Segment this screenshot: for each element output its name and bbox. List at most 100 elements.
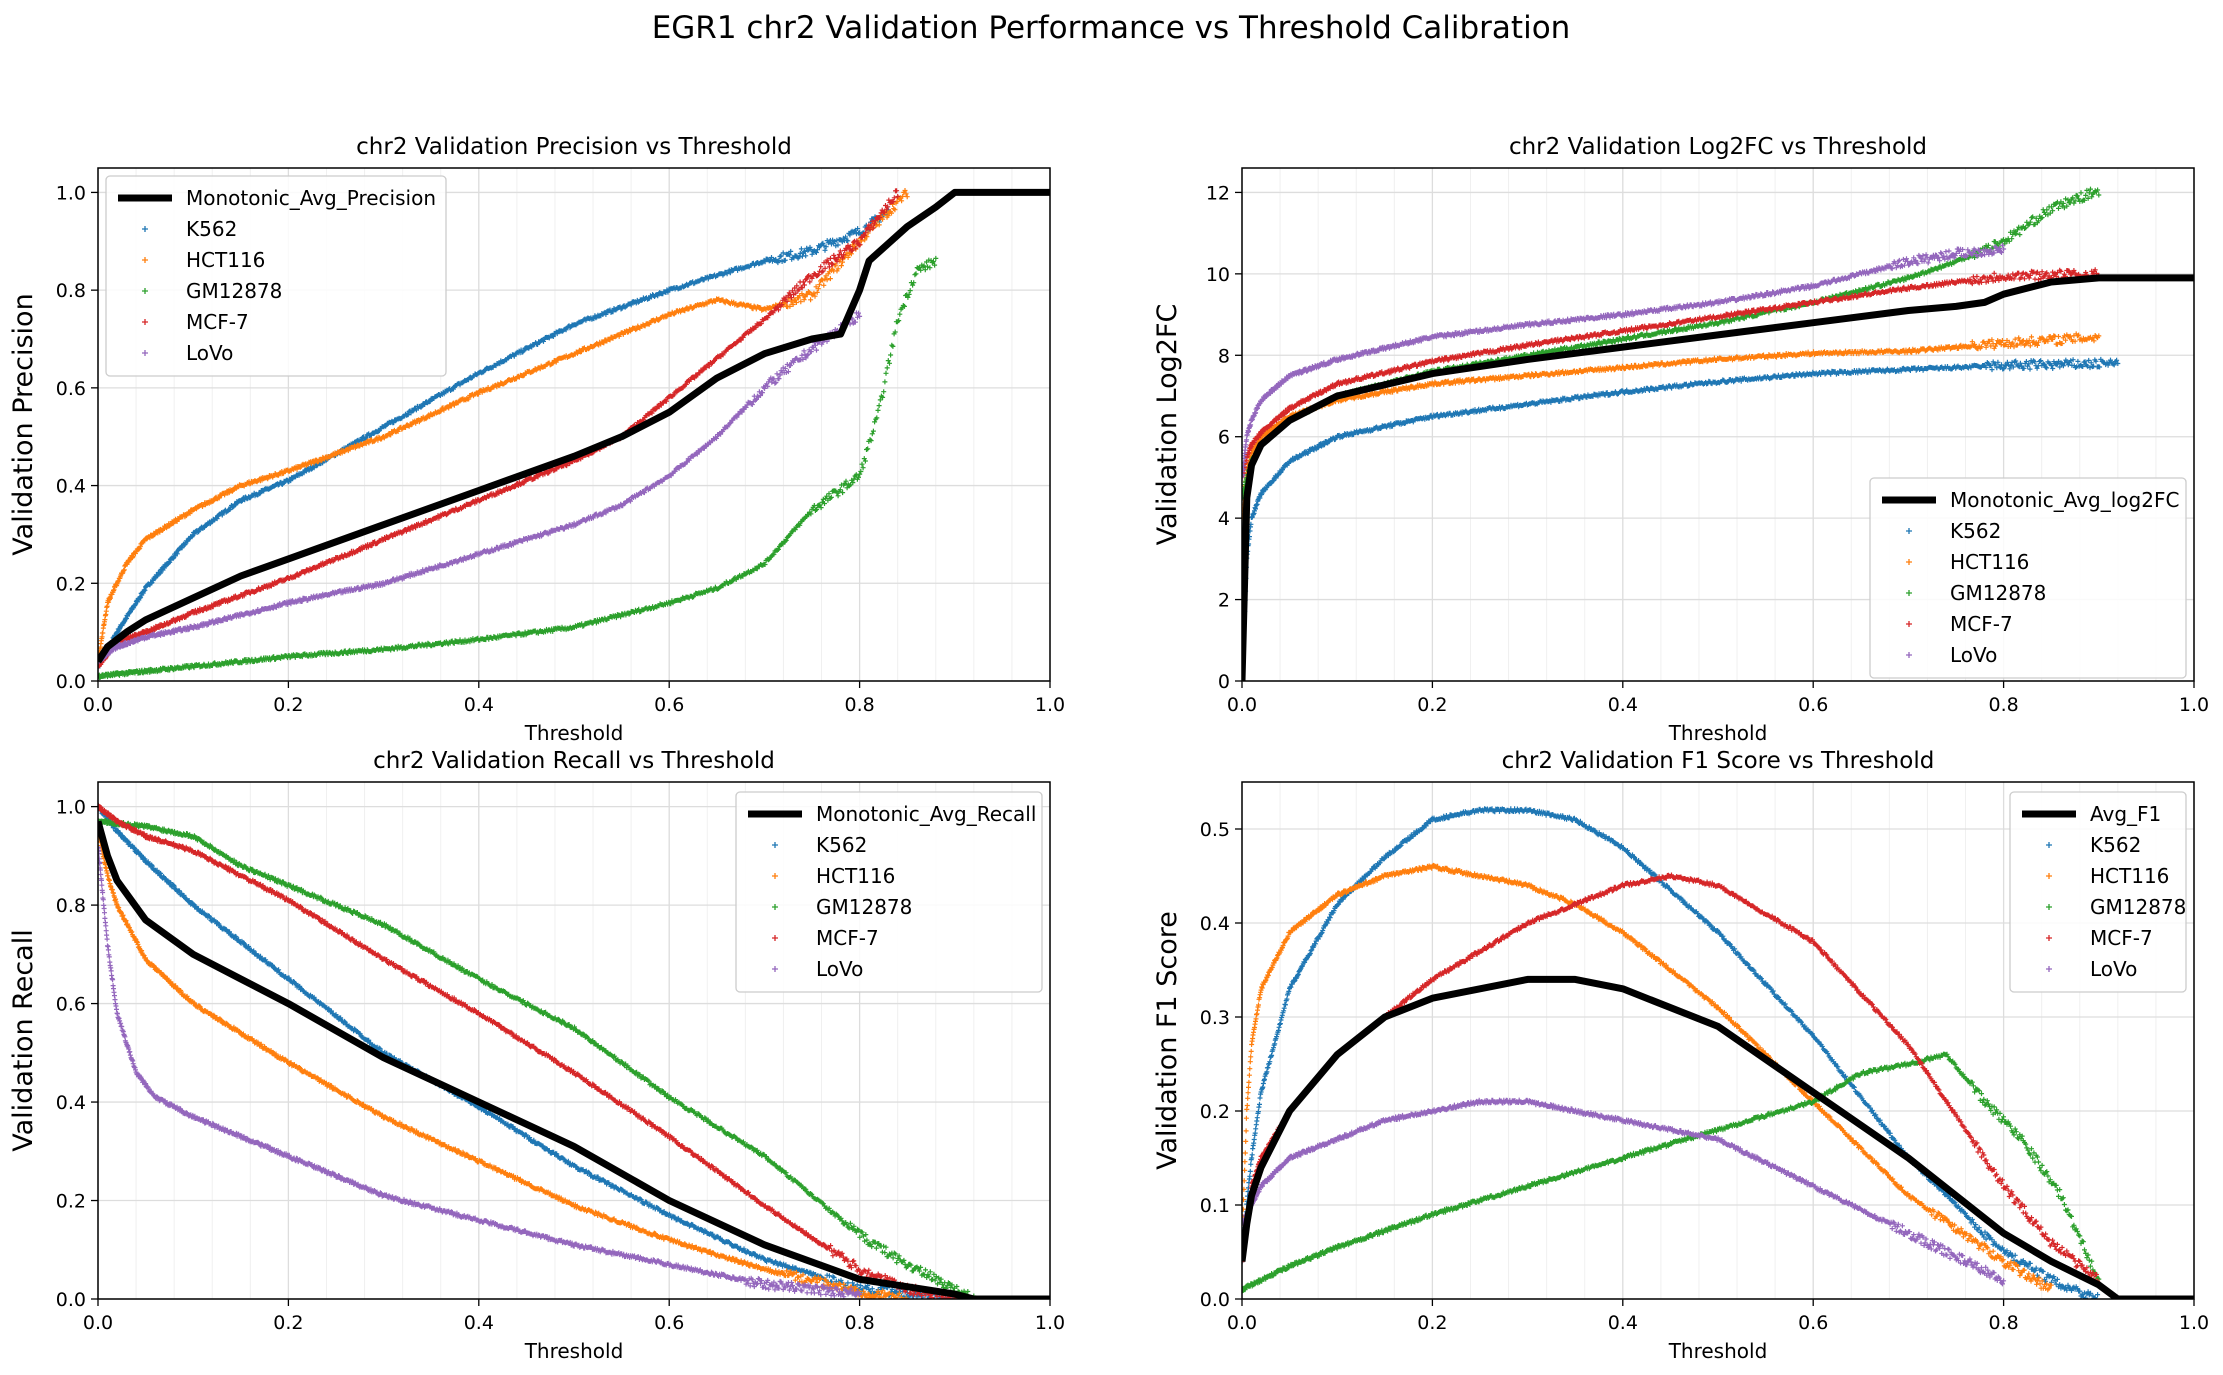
legend-label: MCF-7: [816, 926, 879, 950]
recall-panel: 0.0 0.2 0.4 0.6 0.8 1.0 0.0 0.2 0.4 0.6 0.8 1.0 chr2…: [8, 748, 1065, 1363]
legend-label: GM12878: [2090, 895, 2186, 919]
series-k562: [1242, 356, 2121, 681]
y-tick-label: 0.0: [56, 1289, 86, 1311]
legend-label: K562: [1950, 519, 2001, 543]
legend-marker-swatch: [1906, 590, 1912, 596]
y-tick-label: 0.5: [1200, 819, 1230, 841]
legend-item-mcf-7: MCF-7: [1906, 612, 2013, 636]
series-lovo: [1242, 242, 2007, 480]
legend-marker-swatch: [1906, 559, 1912, 565]
legend-item-gm12878: GM12878: [772, 895, 912, 919]
series-avg-f1: [1242, 975, 2194, 1299]
y-tick-label: 0.0: [56, 671, 86, 693]
x-tick-label: 0.8: [844, 694, 874, 716]
legend-marker-swatch: [2046, 966, 2052, 972]
x-tick-label: 0.4: [1608, 1312, 1638, 1334]
legend-label: MCF-7: [186, 310, 249, 334]
x-tick-label: 0.2: [1417, 694, 1447, 716]
markers-gm12878: [1242, 1051, 2102, 1294]
x-tick-label: 1.0: [1035, 1312, 1065, 1334]
legend-marker-swatch: [772, 904, 778, 910]
series-monotonic-avg-log2fc: [1242, 274, 2194, 681]
legend-marker-swatch: [2046, 935, 2052, 941]
legend-marker-swatch: [1906, 528, 1912, 534]
series-hct116: [1242, 862, 2054, 1293]
legend-item-mcf-7: MCF-7: [772, 926, 879, 950]
series-lovo: [1242, 1097, 2007, 1287]
axes-frame: [97, 167, 1051, 682]
legend-label: LoVo: [186, 341, 233, 365]
plot-area: [98, 802, 1050, 1299]
legend-label: HCT116: [2090, 864, 2169, 888]
y-tick-label: 0.4: [56, 1092, 86, 1114]
markers-gm12878: [98, 255, 939, 680]
y-tick-label: 8: [1218, 345, 1230, 367]
x-tick-label: 0.8: [1988, 694, 2018, 716]
y-tick-label: 6: [1218, 427, 1230, 449]
legend-item-hct116: HCT116: [2046, 864, 2169, 888]
x-axis-label: Threshold: [524, 721, 624, 745]
x-tick-label: 1.0: [2179, 1312, 2209, 1334]
legend-item-hct116: HCT116: [772, 864, 895, 888]
y-tick-label: 4: [1218, 508, 1230, 530]
legend-item-k562: K562: [142, 217, 237, 241]
legend-item-gm12878: GM12878: [142, 279, 282, 303]
x-tick-label: 0.6: [1798, 694, 1828, 716]
legend-item-lovo: LoVo: [772, 957, 863, 981]
markers-mcf-7: [1242, 267, 2102, 479]
y-tick-label: 0.8: [56, 895, 86, 917]
legend-item-monotonic-avg-recall: Monotonic_Avg_Recall: [748, 802, 1036, 826]
legend-box: [2009, 791, 2187, 993]
legend-label: K562: [2090, 833, 2141, 857]
series-lovo: [98, 310, 863, 665]
panel-title: chr2 Validation Recall vs Threshold: [373, 748, 775, 774]
legend-label: MCF-7: [1950, 612, 2013, 636]
markers-hct116: [98, 188, 910, 665]
legend-item-lovo: LoVo: [2046, 957, 2137, 981]
legend-item-k562: K562: [2046, 833, 2141, 857]
x-tick-label: 0.2: [1417, 1312, 1447, 1334]
plot-area: [1242, 806, 2194, 1299]
legend-label: LoVo: [1950, 643, 1997, 667]
legend: Monotonic_Avg_Precision K562 HCT116 GM12878…: [105, 175, 447, 377]
legend-box: [105, 175, 447, 377]
x-tick-label: 0.4: [464, 1312, 494, 1334]
legend-item-monotonic-avg-log2fc: Monotonic_Avg_log2FC: [1882, 488, 2179, 512]
x-tick-label: 0.0: [1227, 694, 1257, 716]
y-tick-label: 0.3: [1200, 1007, 1230, 1029]
log2fc-panel: 0.0 0.2 0.4 0.6 0.8 1.0 0 2 4 6 8 10 12 chr2 Validati…: [1152, 134, 2209, 745]
legend-marker-swatch: [2046, 842, 2052, 848]
x-tick-label: 0.0: [83, 1312, 113, 1334]
markers-mcf-7: [98, 802, 958, 1299]
markers-hct116: [98, 829, 909, 1299]
x-tick-label: 0.0: [1227, 1312, 1257, 1334]
markers-gm12878: [98, 818, 977, 1299]
y-tick-label: 1.0: [56, 797, 86, 819]
y-tick-label: 0.8: [56, 280, 86, 302]
axes-frame: [1241, 781, 2195, 1300]
legend-label: Avg_F1: [2090, 802, 2161, 826]
panel-title: chr2 Validation Precision vs Threshold: [356, 134, 792, 160]
y-tick-label: 1.0: [56, 182, 86, 204]
y-axis-label: Validation Precision: [8, 293, 39, 555]
axes-frame: [97, 781, 1051, 1300]
series-lovo: [98, 844, 863, 1299]
y-tick-label: 0.4: [56, 476, 86, 498]
x-tick-label: 0.6: [1798, 1312, 1828, 1334]
y-tick-label: 10: [1206, 264, 1230, 286]
y-tick-label: 0.2: [56, 1191, 86, 1213]
y-axis-label: Validation Log2FC: [1152, 304, 1183, 546]
markers-k562: [1242, 356, 2121, 681]
legend-label: K562: [186, 217, 237, 241]
markers-lovo: [98, 310, 863, 665]
legend-label: HCT116: [1950, 550, 2029, 574]
y-tick-label: 0.6: [56, 994, 86, 1016]
legend-label: Monotonic_Avg_Precision: [186, 186, 436, 210]
legend-marker-swatch: [772, 966, 778, 972]
legend-item-lovo: LoVo: [142, 341, 233, 365]
series-gm12878: [98, 818, 977, 1299]
y-axis-label: Validation F1 Score: [1152, 911, 1183, 1170]
legend-label: GM12878: [186, 279, 282, 303]
markers-lovo: [1242, 242, 2007, 480]
series-mcf-7: [98, 802, 958, 1299]
